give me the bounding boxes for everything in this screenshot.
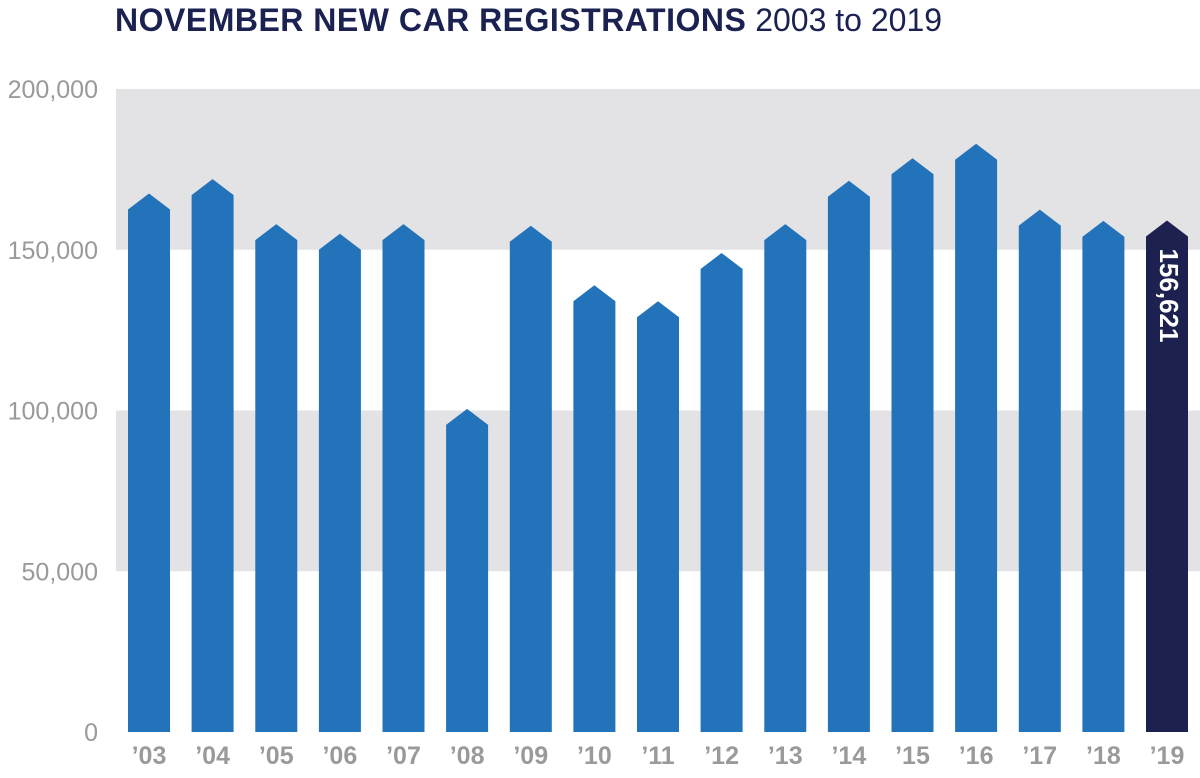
y-tick-label: 200,000 <box>8 76 98 104</box>
chart-title: NOVEMBER NEW CAR REGISTRATIONS 2003 to 2… <box>115 2 942 39</box>
x-tick-label: ’05 <box>259 742 294 770</box>
bar-3 <box>318 233 361 732</box>
x-tick-label: ’17 <box>1022 742 1057 770</box>
bar-9 <box>700 253 743 732</box>
y-tick-label: 150,000 <box>8 237 98 265</box>
bar-5 <box>446 408 489 732</box>
x-tick-label: ’04 <box>195 742 230 770</box>
grid-band <box>116 89 1200 250</box>
x-tick-label: ’06 <box>322 742 357 770</box>
bar-11 <box>827 180 870 732</box>
bar-15 <box>1082 220 1125 732</box>
x-tick-label: ’11 <box>641 742 674 770</box>
bar-4 <box>382 224 425 732</box>
chart-title-main: NOVEMBER NEW CAR REGISTRATIONS <box>115 2 747 38</box>
x-tick-label: ’14 <box>831 742 866 770</box>
x-tick-label: ’07 <box>386 742 421 770</box>
bar-10 <box>764 224 807 732</box>
bar-8 <box>637 301 679 732</box>
x-tick-label: ’09 <box>513 742 548 770</box>
bar-6 <box>509 225 552 732</box>
bar-7 <box>573 285 616 732</box>
y-tick-label: 100,000 <box>8 398 98 426</box>
bar-1 <box>191 179 234 733</box>
x-tick-label: ’03 <box>132 742 167 770</box>
x-tick-label: ’10 <box>577 742 612 770</box>
chart-title-range: 2003 to 2019 <box>755 2 943 38</box>
x-tick-label: ’15 <box>895 742 930 770</box>
x-tick-label: ’12 <box>704 742 739 770</box>
x-tick-label: ’16 <box>959 742 994 770</box>
y-tick-label: 0 <box>84 719 98 747</box>
bar-16 <box>1146 220 1188 732</box>
x-tick-label: ’19 <box>1150 742 1185 770</box>
bar-13 <box>955 143 998 732</box>
x-tick-label: ’13 <box>768 742 803 770</box>
x-tick-label: ’08 <box>450 742 485 770</box>
data-label: 156,621 <box>1154 248 1184 342</box>
y-tick-label: 50,000 <box>22 558 98 586</box>
bar-12 <box>891 158 934 732</box>
x-tick-label: ’18 <box>1086 742 1121 770</box>
bar-2 <box>255 224 298 732</box>
bar-14 <box>1018 209 1061 733</box>
bar-0 <box>128 193 170 732</box>
